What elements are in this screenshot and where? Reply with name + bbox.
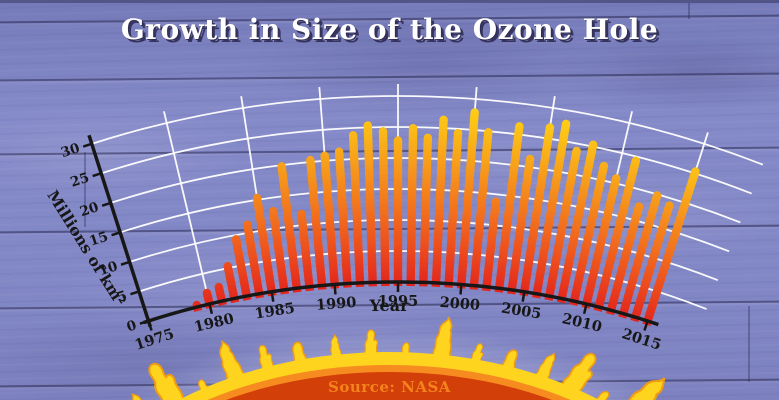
x-tick-2010 xyxy=(582,304,588,315)
x-tick-1990 xyxy=(333,285,337,295)
bar-2002 xyxy=(481,197,501,292)
bar-1994 xyxy=(378,127,390,287)
bar-1999 xyxy=(444,128,463,288)
plank-seam xyxy=(688,3,690,19)
bar-2011 xyxy=(593,156,640,312)
grid-radial-1980 xyxy=(163,111,211,305)
flame-icon xyxy=(432,316,453,364)
bar-1990 xyxy=(320,151,340,289)
y-tick-20 xyxy=(101,201,112,207)
grid-arc-30 xyxy=(91,95,764,166)
y-tick-label-0: 0 xyxy=(125,317,139,335)
bar-2005 xyxy=(519,123,555,297)
flame-icon xyxy=(219,340,246,385)
y-tick-label-30: 30 xyxy=(59,140,82,161)
y-tick-label-15: 15 xyxy=(87,229,110,250)
x-tick-2005 xyxy=(521,292,526,302)
y-tick-30 xyxy=(82,142,93,148)
bar-1991 xyxy=(334,147,352,288)
bar-2000 xyxy=(456,108,479,289)
bar-2006 xyxy=(531,119,571,299)
y-tick-0 xyxy=(139,319,149,325)
flame-icon xyxy=(131,393,160,400)
y-tick-5 xyxy=(130,290,140,296)
x-tick-label-1990: 1990 xyxy=(315,294,357,314)
bar-1996 xyxy=(406,124,418,287)
sun xyxy=(121,316,666,400)
bar-2003 xyxy=(494,122,524,293)
bar-1983 xyxy=(231,235,252,301)
flame-icon xyxy=(148,362,186,400)
bar-2010 xyxy=(581,174,621,309)
bar-1998 xyxy=(431,115,448,288)
x-axis-title: Year xyxy=(368,296,409,315)
bar-1986 xyxy=(269,207,289,295)
x-tick-label-2000: 2000 xyxy=(439,294,481,314)
y-tick-25 xyxy=(92,172,102,178)
bar-2007 xyxy=(544,146,581,301)
source-label: Source: NASA xyxy=(328,378,451,396)
plank-seam xyxy=(748,306,750,382)
x-tick-label-1975: 1975 xyxy=(133,325,177,354)
x-tick-1980 xyxy=(208,304,214,315)
x-tick-label-2005: 2005 xyxy=(500,300,542,323)
bar-1985 xyxy=(252,193,277,297)
bar-2009 xyxy=(569,161,609,306)
bar-1982 xyxy=(223,262,240,304)
sun-body xyxy=(226,372,552,400)
bar-2008 xyxy=(556,140,598,304)
flame-icon xyxy=(617,377,666,400)
y-axis-line xyxy=(87,134,152,328)
x-tick-label-1995: 1995 xyxy=(378,293,418,310)
plank-edge-top xyxy=(0,0,779,3)
y-tick-label-25: 25 xyxy=(68,170,91,191)
y-tick-label-20: 20 xyxy=(78,199,101,220)
y-tick-label-10: 10 xyxy=(97,258,120,279)
flame-icon xyxy=(561,352,597,397)
x-tick-2000 xyxy=(459,285,463,295)
bar-2014 xyxy=(630,201,674,323)
bar-2015 xyxy=(642,167,700,327)
bar-2012 xyxy=(605,202,644,316)
y-tick-10 xyxy=(120,260,130,266)
bar-1987 xyxy=(277,162,302,293)
x-axis-baseline xyxy=(143,280,659,327)
bar-2004 xyxy=(507,154,535,295)
bar-1997 xyxy=(419,133,433,287)
x-tick-label-1985: 1985 xyxy=(253,300,295,323)
bar-1989 xyxy=(306,155,327,290)
bar-2001 xyxy=(469,128,493,290)
bar-1992 xyxy=(348,131,365,288)
chart-title: Growth in Size of the Ozone Hole xyxy=(120,13,659,46)
x-tick-2015 xyxy=(643,321,649,331)
y-tick-15 xyxy=(111,231,121,237)
bar-1993 xyxy=(363,121,377,287)
x-tick-label-2015: 2015 xyxy=(620,325,664,354)
x-tick-label-1980: 1980 xyxy=(192,310,235,336)
grid-arc-25 xyxy=(100,126,752,195)
x-tick-label-2010: 2010 xyxy=(560,310,603,336)
y-tick-label-5: 5 xyxy=(115,288,129,306)
bar-2013 xyxy=(618,191,662,319)
bar-1984 xyxy=(243,220,265,299)
x-tick-1985 xyxy=(270,292,275,302)
plank-seam xyxy=(84,152,86,227)
bar-1988 xyxy=(297,209,315,292)
bar-1995 xyxy=(393,136,403,286)
